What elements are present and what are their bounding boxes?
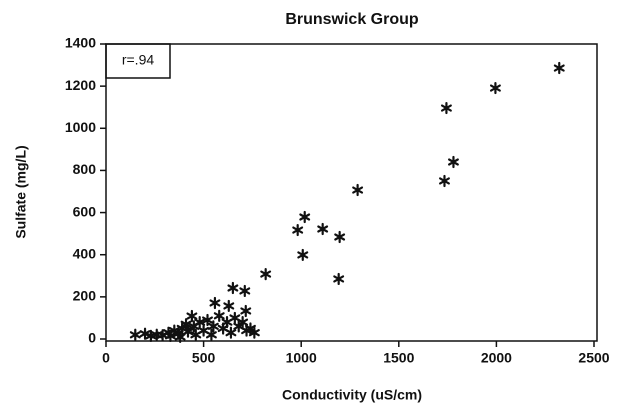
chart-title: Brunswick Group: [285, 11, 419, 28]
point: [352, 183, 364, 197]
point: [225, 326, 237, 339]
point: [292, 223, 304, 237]
point: [237, 316, 249, 329]
y-axis-label: Sulfate (mg/L): [13, 145, 29, 238]
point: [223, 299, 235, 313]
annotation: r=.94: [122, 52, 155, 68]
point: [213, 309, 225, 322]
y-tick-label: 600: [73, 203, 97, 219]
x-tick-label: 500: [192, 350, 216, 366]
point: [186, 309, 198, 323]
y-tick-label: 1200: [65, 77, 96, 93]
point: [205, 328, 217, 341]
point: [448, 155, 459, 169]
point: [240, 304, 252, 318]
x-axis-label: Conductivity (uS/cm): [282, 387, 422, 403]
point: [317, 222, 329, 236]
point: [440, 101, 452, 115]
plot-frame: [105, 43, 598, 342]
point: [297, 248, 309, 262]
y-tick-label: 0: [88, 330, 96, 346]
x-tick-label: 1500: [383, 350, 414, 366]
point: [194, 316, 206, 329]
point: [260, 268, 272, 281]
point: [180, 318, 192, 331]
point: [202, 313, 213, 327]
point: [439, 174, 450, 188]
point: [227, 281, 239, 295]
point: [182, 325, 194, 338]
x-tick-label: 2500: [578, 350, 609, 366]
y-tick-label: 1000: [65, 119, 96, 135]
point: [489, 81, 501, 95]
point: [209, 296, 221, 310]
point: [299, 210, 311, 224]
x-tick-label: 1000: [286, 350, 317, 366]
point: [239, 284, 251, 298]
point: [207, 320, 219, 333]
point: [553, 61, 565, 75]
y-tick-label: 200: [73, 288, 97, 304]
x-tick-label: 2000: [481, 350, 512, 366]
point: [333, 272, 345, 286]
point: [174, 330, 186, 343]
point: [248, 326, 260, 339]
point: [334, 230, 346, 244]
y-tick-label: 400: [73, 245, 97, 261]
y-tick-label: 1400: [65, 35, 96, 51]
y-tick-label: 800: [73, 161, 97, 177]
point: [190, 328, 202, 341]
point: [164, 329, 176, 342]
x-tick-label: 0: [102, 350, 110, 366]
point: [129, 328, 141, 341]
